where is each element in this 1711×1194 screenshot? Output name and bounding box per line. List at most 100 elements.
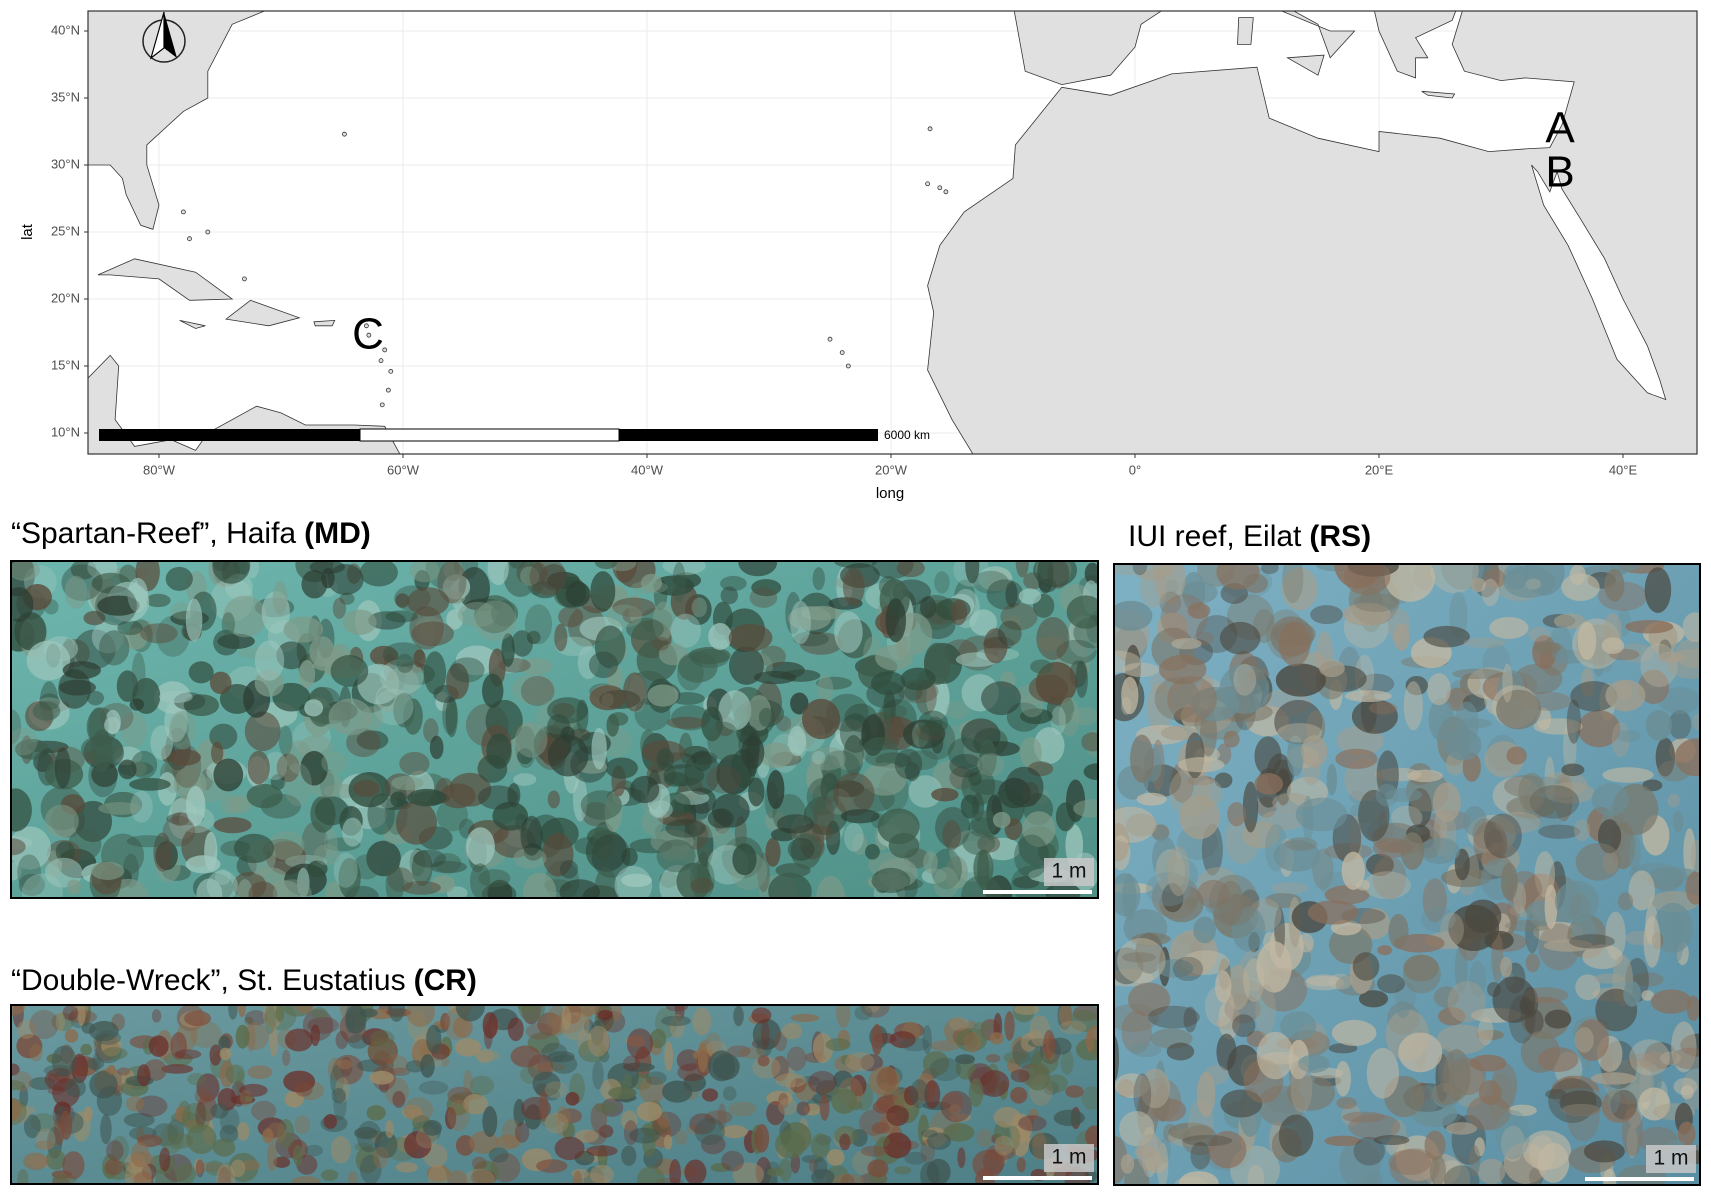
texture bbox=[284, 1028, 313, 1052]
texture bbox=[1336, 1097, 1357, 1110]
texture bbox=[1466, 1095, 1511, 1131]
texture bbox=[839, 713, 872, 753]
texture bbox=[1473, 821, 1508, 866]
texture bbox=[1575, 974, 1601, 1001]
texture bbox=[864, 1005, 880, 1013]
texture bbox=[968, 772, 982, 786]
texture bbox=[972, 570, 1009, 594]
texture bbox=[1139, 567, 1167, 608]
texture bbox=[957, 1147, 966, 1169]
texture bbox=[426, 1165, 451, 1182]
texture bbox=[1286, 1075, 1336, 1111]
texture bbox=[758, 707, 774, 727]
texture bbox=[831, 1088, 857, 1114]
texture bbox=[614, 865, 653, 898]
texture bbox=[690, 877, 714, 894]
texture bbox=[701, 706, 723, 742]
island bbox=[943, 189, 949, 195]
texture bbox=[1442, 1049, 1471, 1101]
texture bbox=[845, 1052, 875, 1072]
texture bbox=[331, 1087, 346, 1104]
texture bbox=[433, 853, 462, 874]
texture bbox=[186, 1123, 217, 1155]
texture bbox=[196, 1073, 220, 1102]
texture bbox=[1358, 990, 1389, 1008]
texture bbox=[1569, 934, 1615, 949]
texture bbox=[1428, 698, 1455, 742]
texture bbox=[1660, 1051, 1682, 1066]
texture bbox=[1071, 707, 1098, 726]
texture bbox=[622, 1074, 633, 1089]
texture bbox=[1405, 675, 1428, 696]
texture bbox=[446, 663, 470, 700]
texture bbox=[946, 724, 964, 756]
texture bbox=[1518, 772, 1546, 812]
north-arrow bbox=[142, 11, 186, 63]
texture bbox=[1295, 797, 1348, 832]
texture bbox=[704, 1110, 733, 1125]
texture bbox=[989, 1032, 1005, 1045]
texture bbox=[304, 699, 324, 717]
texture bbox=[11, 1063, 20, 1076]
texture bbox=[606, 604, 643, 628]
texture bbox=[1033, 561, 1078, 588]
texture bbox=[273, 1156, 291, 1168]
texture bbox=[470, 1169, 496, 1184]
texture bbox=[300, 750, 328, 786]
texture bbox=[589, 1164, 614, 1184]
texture bbox=[406, 1005, 435, 1027]
island bbox=[378, 358, 384, 364]
texture bbox=[396, 653, 414, 674]
scale-bar bbox=[99, 428, 878, 442]
texture bbox=[1004, 1011, 1015, 1041]
texture bbox=[1481, 578, 1499, 607]
texture bbox=[587, 1025, 610, 1057]
texture bbox=[710, 1163, 731, 1173]
texture bbox=[214, 869, 231, 885]
texture bbox=[420, 1054, 435, 1078]
texture bbox=[441, 1057, 450, 1067]
texture bbox=[395, 1162, 418, 1173]
texture bbox=[794, 1081, 816, 1101]
texture bbox=[1566, 699, 1581, 744]
texture bbox=[446, 609, 464, 630]
texture bbox=[87, 690, 104, 706]
texture bbox=[1121, 1010, 1152, 1054]
texture bbox=[949, 1113, 972, 1123]
texture bbox=[1469, 1054, 1507, 1072]
texture bbox=[1503, 565, 1555, 598]
texture bbox=[335, 1030, 349, 1050]
texture bbox=[778, 1098, 798, 1116]
texture bbox=[567, 1005, 600, 1018]
texture bbox=[1004, 766, 1044, 808]
texture bbox=[59, 1110, 73, 1140]
texture bbox=[184, 1010, 212, 1027]
texture bbox=[1232, 1014, 1256, 1038]
texture bbox=[126, 835, 170, 848]
texture bbox=[557, 1108, 582, 1124]
island bbox=[363, 323, 369, 329]
texture bbox=[1000, 602, 1038, 631]
texture bbox=[926, 1132, 952, 1150]
texture bbox=[963, 1031, 982, 1053]
texture bbox=[1001, 615, 1023, 648]
texture bbox=[1454, 701, 1479, 745]
texture bbox=[1134, 1145, 1156, 1159]
texture bbox=[778, 1158, 792, 1182]
texture bbox=[51, 1012, 75, 1032]
texture bbox=[15, 738, 50, 760]
texture bbox=[1255, 984, 1276, 1037]
texture bbox=[66, 879, 81, 895]
texture bbox=[1159, 591, 1182, 615]
texture bbox=[812, 567, 825, 591]
texture bbox=[947, 737, 984, 769]
texture bbox=[124, 1160, 152, 1184]
texture bbox=[579, 1172, 609, 1184]
texture bbox=[292, 1144, 303, 1166]
texture bbox=[565, 1092, 580, 1106]
texture bbox=[1569, 564, 1586, 586]
texture bbox=[885, 598, 907, 643]
texture bbox=[237, 1005, 246, 1018]
texture bbox=[1673, 915, 1684, 962]
texture bbox=[248, 881, 278, 898]
